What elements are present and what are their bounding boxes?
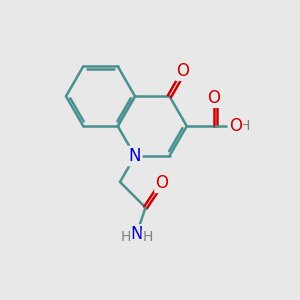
Text: N: N	[130, 226, 143, 244]
Text: O: O	[207, 88, 220, 106]
Text: H: H	[143, 230, 153, 244]
Text: O: O	[176, 62, 190, 80]
Text: N: N	[129, 147, 141, 165]
Text: O: O	[155, 174, 169, 192]
Text: H: H	[239, 119, 250, 133]
Text: O: O	[229, 117, 242, 135]
Text: H: H	[121, 230, 131, 244]
